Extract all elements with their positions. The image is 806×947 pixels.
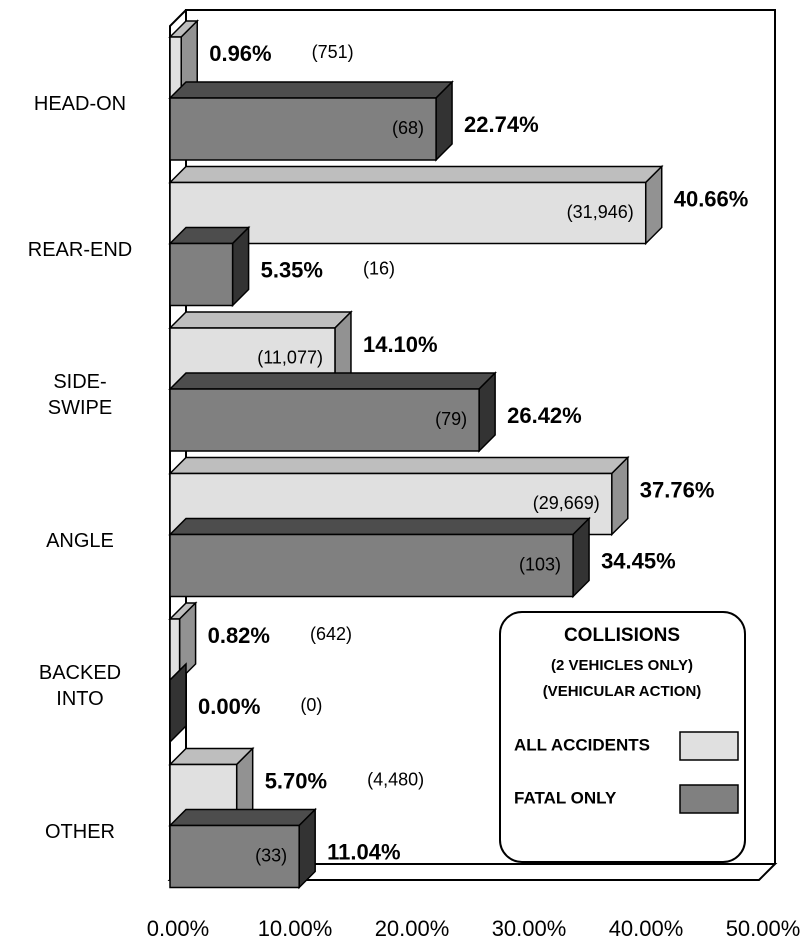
count-label: (11,077) <box>257 347 323 367</box>
bar <box>168 19 200 100</box>
legend-title: (VEHICULAR ACTION) <box>543 683 702 700</box>
bar <box>169 662 187 744</box>
value-label: 22.74% <box>464 112 539 137</box>
category-label: OTHER <box>45 820 115 843</box>
bar <box>168 225 251 308</box>
category-label: HEAD-ON <box>33 93 127 115</box>
bar-front <box>169 97 437 161</box>
legend-title: (2 VEHICLES ONLY) <box>551 657 693 674</box>
legend-swatch <box>679 731 739 761</box>
count-label: (33) <box>255 845 287 865</box>
value-label: 11.04% <box>327 839 400 864</box>
bar <box>168 371 497 453</box>
x-tick-label: 40.00% <box>609 916 684 941</box>
value-label: 0.96% <box>209 41 271 66</box>
count-label: (103) <box>519 554 561 574</box>
bar <box>168 601 198 682</box>
count-label: (751) <box>312 42 354 62</box>
value-label: 0.82% <box>208 623 270 648</box>
legend-title: COLLISIONS <box>564 625 680 646</box>
count-label: (29,669) <box>533 493 600 513</box>
x-tick-label: 20.00% <box>375 916 450 941</box>
value-label: 40.66% <box>674 186 749 211</box>
category-label: ANGLE <box>46 529 114 552</box>
bar-top <box>168 81 454 99</box>
bar-top <box>168 165 664 184</box>
value-label: 34.45% <box>601 548 676 573</box>
bar-top <box>168 311 353 329</box>
category-label: BACKED INTO <box>38 662 122 710</box>
count-label: (31,946) <box>567 202 634 222</box>
x-tick-label: 10.00% <box>258 916 333 941</box>
bar-top <box>168 808 317 827</box>
count-label: (79) <box>435 409 467 429</box>
bar-top <box>168 456 630 475</box>
value-label: 37.76% <box>640 477 715 502</box>
bar-side <box>169 662 187 744</box>
bar-front <box>169 388 480 452</box>
legend-swatch <box>679 784 739 814</box>
value-label: 0.00% <box>198 694 260 719</box>
count-label: (642) <box>310 624 352 644</box>
category-label: SIDE- SWIPE <box>47 371 113 419</box>
value-label: 5.70% <box>265 768 327 793</box>
count-label: (4,480) <box>367 769 424 789</box>
bar-front <box>169 824 300 889</box>
x-tick-label: 0.00% <box>147 916 209 941</box>
x-tick-label: 30.00% <box>492 916 567 941</box>
count-label: (16) <box>363 258 395 278</box>
category-label: REAR-END <box>27 238 133 261</box>
value-label: 5.35% <box>261 257 323 282</box>
bar-top <box>168 517 591 536</box>
legend-label: FATAL ONLY <box>514 788 617 807</box>
bar <box>168 807 317 890</box>
bar-top <box>168 372 497 390</box>
bar <box>168 80 454 162</box>
count-label: (0) <box>300 695 322 715</box>
x-tick-label: 50.00% <box>726 916 801 941</box>
bar <box>168 516 591 599</box>
legend-label: ALL ACCIDENTS <box>514 735 650 754</box>
value-label: 26.42% <box>507 403 582 428</box>
value-label: 14.10% <box>363 332 438 357</box>
bar-front <box>169 533 574 598</box>
count-label: (68) <box>392 118 424 138</box>
bar-front <box>169 242 234 307</box>
